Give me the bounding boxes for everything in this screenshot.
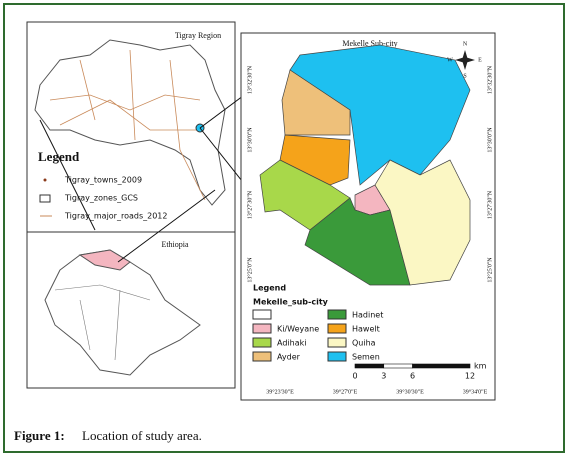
scale-segment bbox=[412, 363, 471, 369]
legend-title: Legend bbox=[38, 149, 80, 164]
scale-unit: km bbox=[474, 362, 487, 371]
quiha bbox=[374, 159, 471, 286]
legend-label: Ki/Weyane bbox=[277, 325, 319, 334]
scale-label: 12 bbox=[465, 372, 475, 381]
main-title: Mekelle Sub-city bbox=[342, 39, 397, 48]
scale-label: 6 bbox=[410, 372, 415, 381]
regions bbox=[54, 284, 151, 361]
legend-swatch bbox=[252, 309, 272, 320]
legend-swatch bbox=[252, 323, 272, 334]
compass-w: W bbox=[447, 57, 453, 63]
zone-symbol bbox=[39, 194, 51, 203]
legend-item: Tigray_towns_2009 bbox=[64, 176, 142, 185]
overview-title: Tigray Region bbox=[175, 31, 221, 40]
legend-swatch bbox=[327, 337, 347, 348]
compass-n: N bbox=[463, 41, 468, 47]
frame bbox=[3, 3, 565, 453]
legend-item: Tigray_major_roads_2012 bbox=[64, 212, 167, 221]
lat-label: 13°32'30"N bbox=[486, 65, 493, 94]
lat-label: 13°25'0"N bbox=[246, 257, 253, 283]
districts bbox=[259, 44, 471, 286]
lat-label: 13°27'30"N bbox=[246, 190, 253, 219]
compass: N S E W bbox=[447, 41, 482, 79]
town-symbol bbox=[43, 178, 47, 182]
legend-label: Adihaki bbox=[277, 339, 306, 348]
caption-label: Figure 1: bbox=[14, 428, 65, 443]
legend-label: Semen bbox=[352, 353, 380, 362]
ayder bbox=[281, 69, 351, 136]
roads bbox=[49, 49, 206, 201]
lon-label: 39°27'0"E bbox=[333, 388, 358, 395]
legend-swatch bbox=[252, 337, 272, 348]
lat-label: 13°27'30"N bbox=[486, 190, 493, 219]
lon-label: 39°34'0"E bbox=[463, 388, 488, 395]
lon-label: 39°30'30"E bbox=[396, 388, 424, 395]
scale-segment bbox=[383, 363, 413, 369]
legend-swatch bbox=[327, 351, 347, 362]
lat-label: 13°30'0"N bbox=[246, 127, 253, 153]
caption-text: Location of study area. bbox=[82, 428, 202, 443]
lat-label: 13°30'0"N bbox=[486, 127, 493, 153]
lon-label: 39°23'30"E bbox=[266, 388, 294, 395]
lat-label: 13°25'0"N bbox=[486, 257, 493, 283]
main-legend-subtitle: Mekelle_sub-city bbox=[253, 298, 329, 307]
tigray-outline bbox=[34, 39, 226, 206]
hawelt bbox=[279, 134, 351, 186]
legend-item: Tigray_zones_GCS bbox=[64, 194, 138, 203]
lat-label: 13°32'30"N bbox=[246, 65, 253, 94]
scale-segment bbox=[354, 363, 385, 369]
legend-swatch bbox=[327, 323, 347, 334]
legend-label: Hawelt bbox=[352, 325, 380, 334]
scale-label: 3 bbox=[381, 372, 386, 381]
tigray-highlight bbox=[78, 249, 131, 271]
legend-label: Ayder bbox=[277, 353, 301, 362]
legend-swatch bbox=[252, 351, 272, 362]
inset-title: Ethiopia bbox=[161, 240, 189, 249]
main-legend-title: Legend bbox=[253, 284, 286, 293]
compass-s: S bbox=[463, 73, 466, 79]
legend-label: Quiha bbox=[352, 339, 376, 348]
legend-swatch bbox=[327, 309, 347, 320]
legend-label: Hadinet bbox=[352, 311, 383, 320]
scale-label: 0 bbox=[352, 372, 357, 381]
compass-e: E bbox=[478, 57, 482, 63]
